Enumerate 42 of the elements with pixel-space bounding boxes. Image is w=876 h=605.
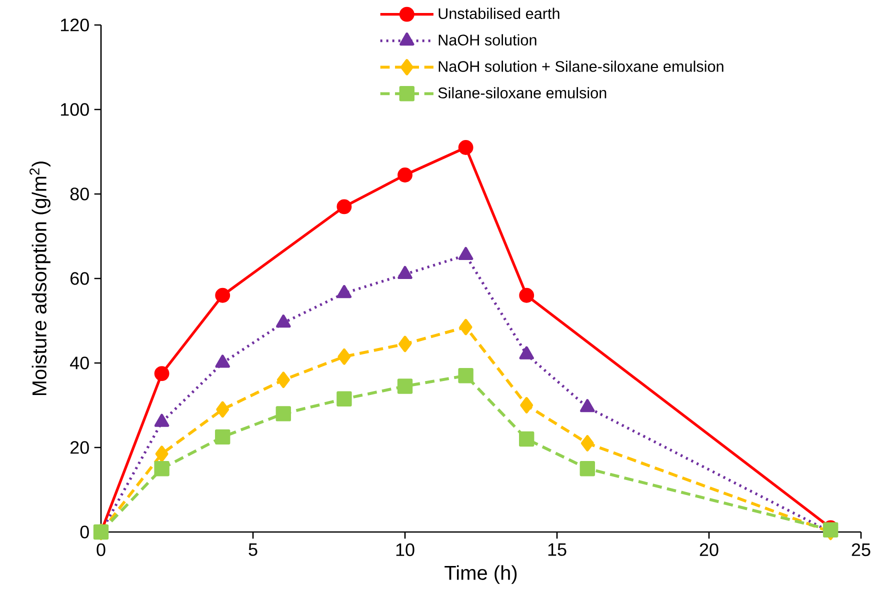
point: [215, 429, 230, 445]
point: [580, 461, 596, 476]
x-tick-label: 5: [248, 543, 258, 556]
x-tick-label: 15: [548, 543, 566, 556]
point: [336, 391, 352, 407]
y-tick-label: 60: [70, 272, 89, 285]
point: [398, 336, 412, 352]
point: [154, 461, 170, 476]
point: [276, 372, 290, 388]
point: [458, 140, 474, 155]
y-axis-title: Moisture adsorption (g/m$^{2}$): [30, 162, 50, 396]
point: [215, 288, 230, 303]
y-tick-label: 40: [70, 356, 89, 370]
legend-label: Silane-siloxane emulsion: [438, 87, 606, 98]
x-tick-label: 0: [96, 543, 106, 556]
point: [154, 366, 170, 382]
point: [459, 318, 472, 336]
x-tick-label: 20: [700, 543, 718, 556]
y-tick-label: 120: [60, 18, 89, 32]
point: [155, 446, 168, 462]
point: [519, 288, 534, 303]
point: [397, 378, 413, 394]
point: [520, 397, 534, 414]
point: [518, 431, 534, 447]
y-tick-label: 100: [60, 103, 89, 116]
point: [458, 368, 474, 384]
x-tick-label: 10: [396, 543, 414, 556]
point: [336, 199, 352, 214]
point: [216, 401, 230, 418]
point: [580, 435, 594, 452]
point: [276, 406, 292, 422]
y-tick-label: 20: [70, 441, 89, 454]
y-tick-label: 80: [70, 188, 89, 200]
legend-label: Unstabilised earth: [438, 8, 560, 20]
point: [338, 348, 351, 365]
y-tick-label: 0: [80, 526, 89, 538]
x-axis-title: Time (h): [444, 565, 517, 584]
point: [398, 168, 412, 182]
x-tick-label: 25: [852, 543, 870, 556]
legend-label: NaOH solution: [438, 34, 536, 46]
legend-label: NaOH solution + Silane-siloxane emulsion: [438, 60, 724, 72]
point: [336, 285, 352, 298]
